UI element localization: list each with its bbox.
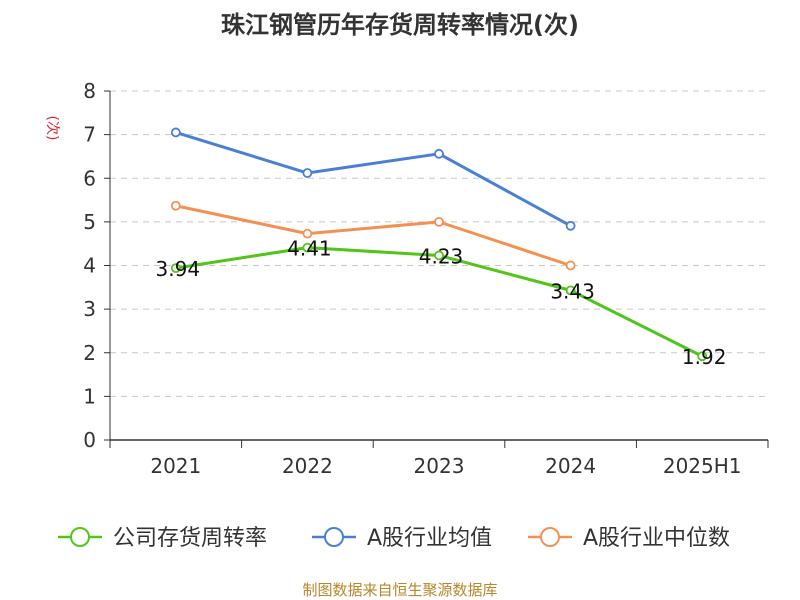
data-point	[565, 220, 576, 231]
data-label: 1.92	[682, 345, 727, 369]
data-point	[565, 285, 576, 296]
y-tick-label: 7	[83, 123, 96, 147]
data-label: 4.23	[419, 244, 464, 268]
data-point	[697, 351, 708, 362]
y-tick-label: 5	[83, 210, 96, 234]
data-point	[565, 260, 576, 271]
axes: 0 1 2 3 4 5 6 7 8 2021 2022 2023 2024 2025H1	[83, 79, 769, 478]
y-tick-label: 0	[83, 428, 96, 452]
legend: 公司存货周转率 A股行业均值 A股行业中位数	[58, 526, 730, 551]
data-labels: 3.94 4.41 4.23 3.43 1.92	[156, 237, 727, 370]
y-tick-label: 3	[83, 297, 96, 321]
series-line	[175, 204, 572, 267]
legend-label: A股行业均值	[367, 526, 492, 551]
legend-marker	[70, 527, 90, 547]
data-point	[302, 242, 313, 253]
source-note: 制图数据来自恒生聚源数据库	[302, 581, 497, 599]
data-point	[170, 200, 181, 211]
chart-title: 珠江钢管历年存货周转率情况(次)	[221, 11, 579, 39]
data-label: 3.43	[550, 279, 595, 303]
x-tick-label: 2025H1	[663, 454, 742, 478]
legend-label: A股行业中位数	[583, 526, 730, 551]
data-point	[434, 250, 444, 261]
x-tick-label: 2024	[545, 454, 596, 478]
data-label: 4.41	[287, 237, 332, 261]
data-point	[170, 127, 181, 138]
data-point	[434, 148, 444, 159]
data-point	[302, 168, 313, 178]
legend-label: 公司存货周转率	[113, 526, 267, 551]
y-tick-label: 4	[83, 254, 96, 278]
legend-marker	[540, 527, 560, 547]
data-point	[302, 228, 313, 239]
x-tick-label: 2023	[414, 454, 465, 478]
y-tick-label: 1	[83, 384, 96, 408]
y-axis-label: (次)	[44, 116, 60, 141]
x-tick-label: 2021	[150, 454, 201, 478]
y-tick-label: 6	[83, 166, 96, 190]
data-point	[170, 263, 181, 274]
data-label: 3.94	[156, 257, 201, 281]
data-point	[434, 216, 444, 227]
y-tick-label: 8	[83, 79, 96, 103]
x-tick-label: 2022	[282, 454, 333, 478]
y-tick-label: 2	[83, 341, 96, 365]
series-line	[175, 131, 572, 228]
legend-marker	[324, 527, 344, 547]
series-layer	[170, 127, 708, 362]
